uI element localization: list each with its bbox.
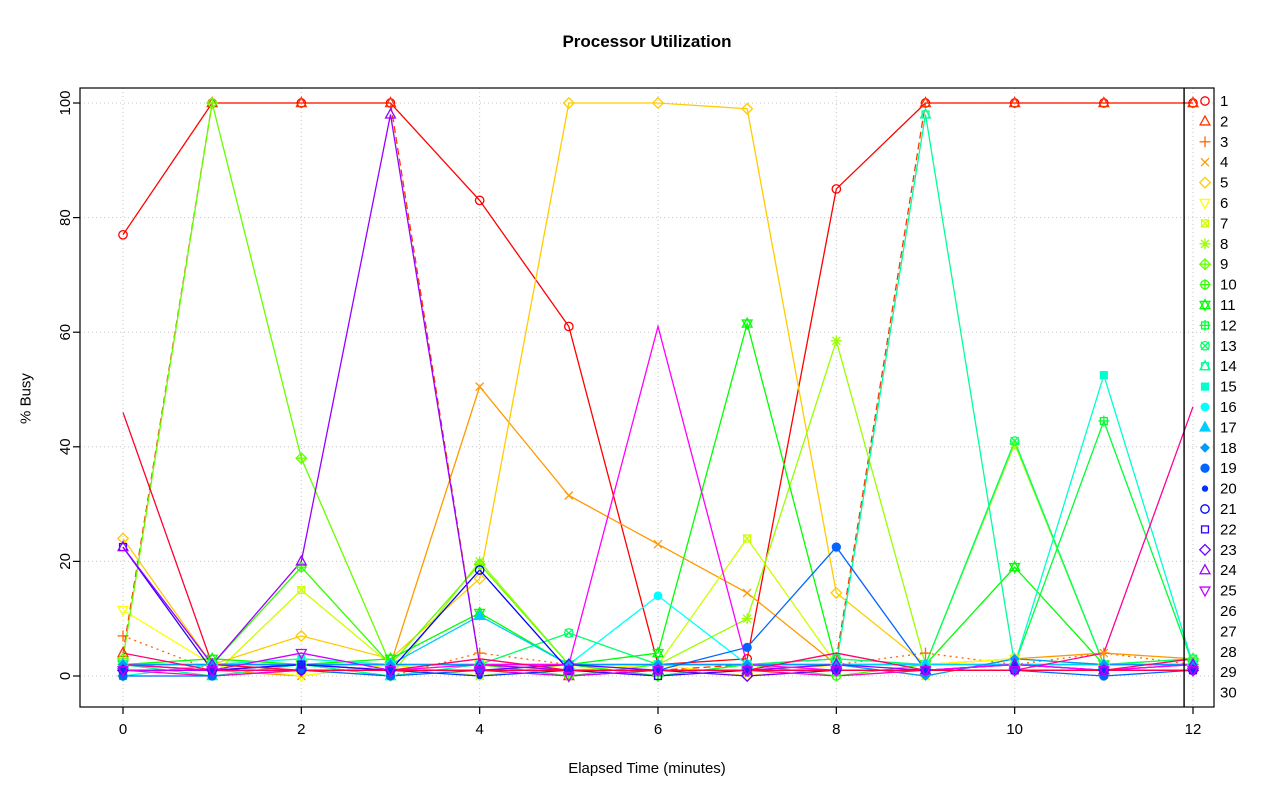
y-tick-label: 0: [57, 672, 74, 680]
legend-item-label: 18: [1220, 440, 1237, 457]
legend-item-label: 10: [1220, 277, 1237, 294]
x-tick-label: 4: [475, 721, 483, 738]
legend-item-label: 23: [1220, 542, 1237, 559]
plot-box: [79, 87, 1215, 708]
x-tick-label: 2: [297, 721, 305, 738]
chart-title: Processor Utilization: [562, 32, 732, 51]
legend-item-label: 26: [1220, 603, 1237, 620]
legend-item-label: 29: [1220, 664, 1237, 681]
x-tick-label: 10: [1006, 721, 1023, 738]
axis-ticks: 0 2 4 6 8 10 12 0 20 40 60 80 100: [57, 90, 1201, 738]
legend-item-label: 27: [1220, 623, 1237, 640]
legend-item-label: 19: [1220, 460, 1237, 477]
x-tick-label: 0: [119, 721, 127, 738]
series-markers: [116, 96, 1200, 683]
legend-item-label: 12: [1220, 317, 1237, 334]
x-tick-label: 8: [832, 721, 840, 738]
legend-item-label: 1: [1220, 93, 1228, 110]
legend-item-label: 4: [1220, 154, 1228, 171]
legend-item-label: 9: [1220, 256, 1228, 273]
legend-item-label: 11: [1220, 297, 1236, 314]
legend-item-label: 3: [1220, 134, 1228, 151]
x-tick-label: 12: [1185, 721, 1202, 738]
legend-item-label: 24: [1220, 562, 1237, 579]
legend-item-label: 16: [1220, 399, 1237, 416]
legend-item-label: 28: [1220, 644, 1237, 661]
legend-item-label: 30: [1220, 685, 1237, 702]
y-tick-label: 80: [57, 209, 74, 226]
legend-item-label: 8: [1220, 236, 1228, 253]
y-tick-label: 100: [57, 90, 74, 115]
legend-item-label: 13: [1220, 338, 1237, 355]
x-tick-label: 6: [654, 721, 662, 738]
legend: 1234567891011121314151617181920212223242…: [1198, 93, 1237, 702]
grid: [80, 88, 1214, 707]
y-tick-label: 20: [57, 553, 74, 570]
legend-item-label: 21: [1220, 501, 1237, 518]
legend-item-label: 2: [1220, 113, 1228, 130]
legend-item-label: 25: [1220, 583, 1237, 600]
x-axis-label: Elapsed Time (minutes): [568, 760, 726, 777]
legend-item-label: 22: [1220, 521, 1237, 538]
legend-item-label: 5: [1220, 175, 1228, 192]
legend-item-label: 17: [1220, 419, 1237, 436]
legend-item-label: 15: [1220, 379, 1237, 396]
legend-item-label: 14: [1220, 358, 1237, 375]
y-tick-label: 60: [57, 324, 74, 341]
legend-item-label: 6: [1220, 195, 1228, 212]
legend-item-label: 7: [1220, 215, 1228, 232]
legend-item-label: 20: [1220, 481, 1237, 498]
y-tick-label: 40: [57, 438, 74, 455]
